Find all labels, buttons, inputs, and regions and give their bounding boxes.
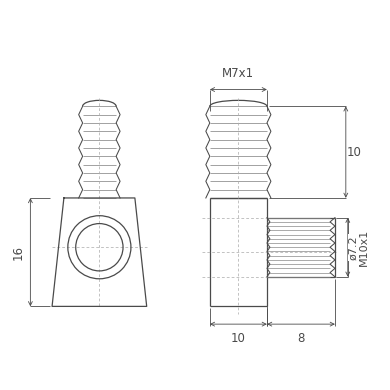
Text: 10: 10 (231, 332, 246, 345)
Text: 16: 16 (12, 245, 25, 260)
Text: 10: 10 (346, 145, 361, 159)
Text: ø7.2: ø7.2 (349, 235, 359, 260)
Text: M10x1: M10x1 (358, 229, 369, 266)
Text: M7x1: M7x1 (222, 67, 254, 80)
Text: 8: 8 (297, 332, 305, 345)
